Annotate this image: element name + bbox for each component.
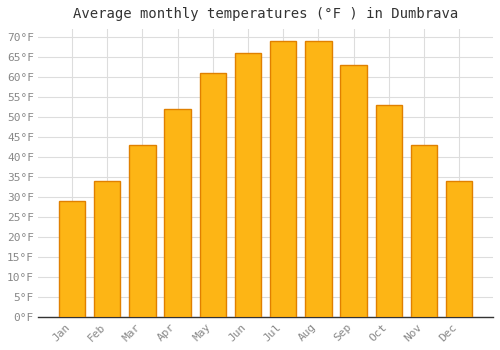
Bar	[164, 109, 191, 317]
Bar	[305, 41, 332, 317]
Title: Average monthly temperatures (°F ) in Dumbrava: Average monthly temperatures (°F ) in Du…	[73, 7, 458, 21]
Bar	[129, 145, 156, 317]
Bar	[376, 105, 402, 317]
Bar	[411, 145, 437, 317]
Bar	[59, 201, 85, 317]
Bar	[94, 181, 120, 317]
Bar	[270, 41, 296, 317]
Bar	[446, 181, 472, 317]
Bar	[235, 53, 261, 317]
Bar	[200, 73, 226, 317]
Bar	[340, 65, 367, 317]
